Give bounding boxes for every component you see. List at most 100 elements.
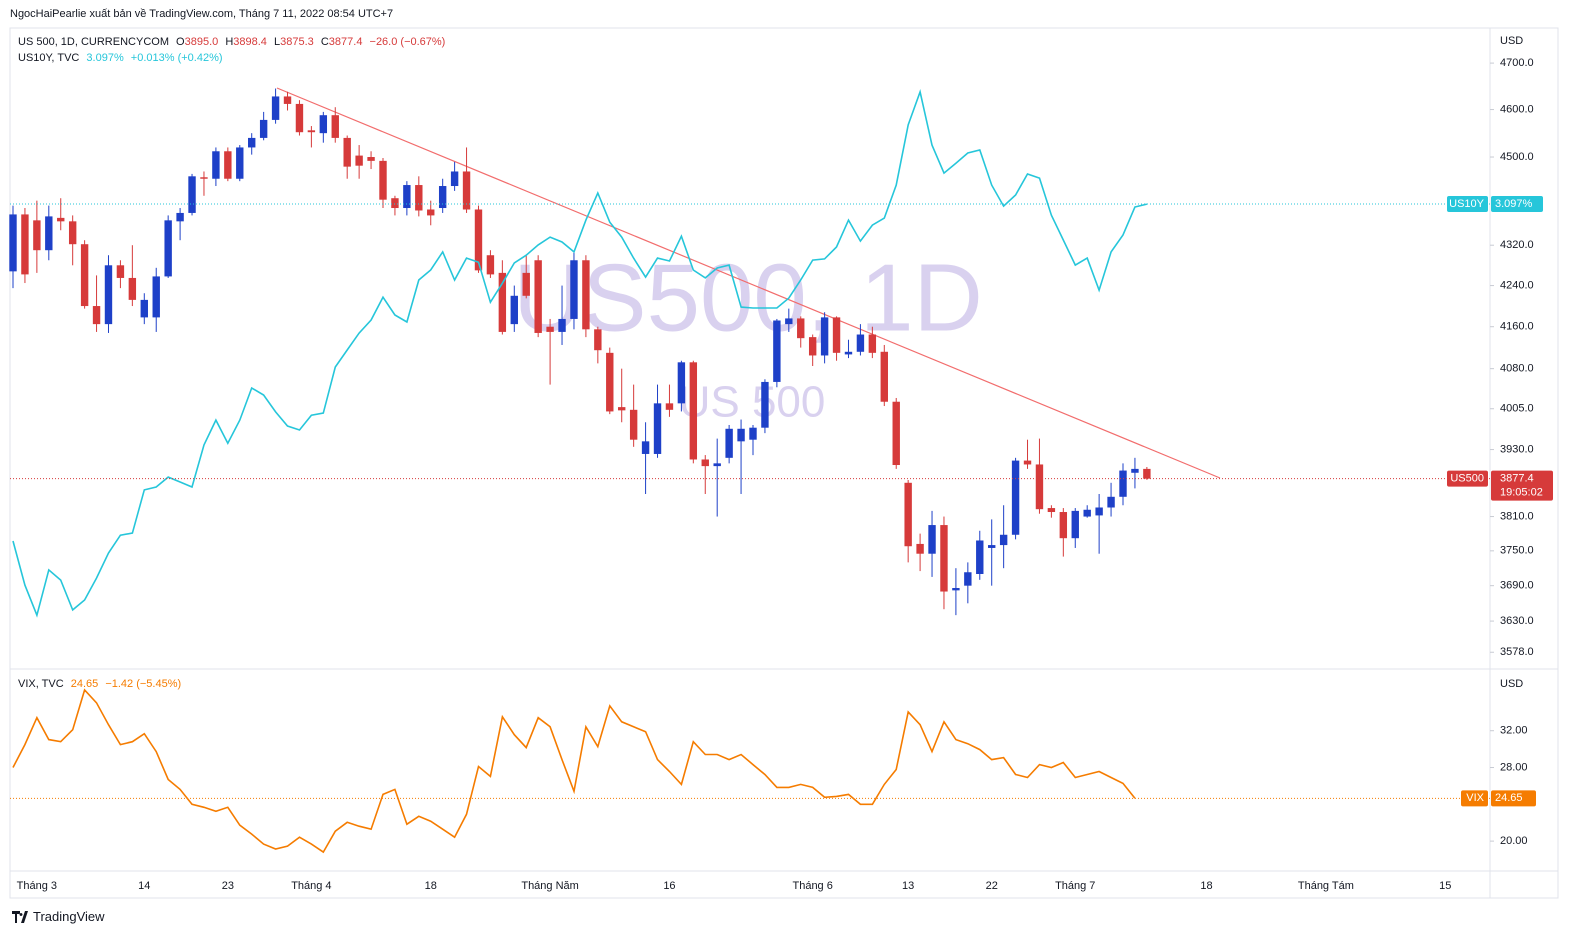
candle-body <box>916 543 924 554</box>
y-unit: USD <box>1500 678 1523 690</box>
candle-body <box>438 186 447 209</box>
vix-tag: VIX <box>1466 792 1484 804</box>
candle-body <box>928 525 936 554</box>
candle-body <box>725 428 733 458</box>
series-line <box>12 89 1148 618</box>
candle-body <box>319 115 328 134</box>
candle-body <box>295 103 304 133</box>
legend-key: O <box>176 36 185 48</box>
candle-body <box>415 185 423 211</box>
legend-value: 3.097% <box>86 52 124 64</box>
candle-body <box>797 318 805 339</box>
x-tick-label: Tháng Năm <box>521 880 578 892</box>
candle-body <box>343 137 351 167</box>
candle-body <box>1059 512 1068 539</box>
candle-body <box>689 362 698 460</box>
candle-body <box>534 260 542 333</box>
watermark-sub: US 500 <box>679 378 826 427</box>
legend-title: VIX, TVC <box>18 678 64 690</box>
frame <box>9 27 1559 899</box>
candle-body <box>1011 460 1020 535</box>
candle-body <box>892 401 900 466</box>
x-tick-label: 15 <box>1439 880 1451 892</box>
candle-body <box>606 352 614 412</box>
x-tick-label: Tháng Tám <box>1298 880 1354 892</box>
candle-body <box>331 115 339 138</box>
y-tick-label: 4160.0 <box>1500 321 1534 333</box>
brand: TradingView <box>12 909 105 924</box>
y-tick-label: 3690.0 <box>1500 580 1534 592</box>
candle-body <box>737 428 745 442</box>
brand-name: TradingView <box>33 909 105 924</box>
candle-body <box>462 171 471 210</box>
candle-body <box>21 214 29 275</box>
candle-body <box>940 525 948 592</box>
legend-value: 3877.4 <box>328 36 363 48</box>
x-tick-label: Tháng 7 <box>1055 880 1095 892</box>
candle-body <box>116 265 125 278</box>
attribution: NgocHaiPearlie xuất bản về TradingView.c… <box>10 8 394 20</box>
series-tag: US10Y <box>1449 198 1485 210</box>
candle-body <box>964 572 972 586</box>
candle-body <box>618 407 626 411</box>
y-tick-label: 4005.0 <box>1500 403 1534 415</box>
candle-body <box>33 220 41 251</box>
candle-body <box>677 362 686 404</box>
candle-body <box>1047 508 1056 513</box>
legend-value: 3898.4 <box>233 36 267 48</box>
candle-body <box>808 337 817 356</box>
legend-key: C <box>320 36 329 48</box>
candle-body <box>558 318 566 332</box>
candle-body <box>820 317 829 356</box>
vix-tag-bg <box>1461 790 1488 807</box>
y-tick-label: 3630.0 <box>1500 615 1534 627</box>
candle-body <box>510 295 518 325</box>
x-tick-label: 23 <box>222 880 234 892</box>
x-tick-label: Tháng 3 <box>17 880 57 892</box>
candle-body <box>832 317 841 353</box>
candle-body <box>176 212 184 222</box>
candle-body <box>641 441 650 454</box>
candle-body <box>68 221 77 245</box>
candle-body <box>200 177 208 179</box>
legend-change: −1.42 (−5.45%) <box>105 678 182 690</box>
candle-body <box>403 185 411 209</box>
candle-body <box>486 255 495 275</box>
candle-body <box>1071 510 1079 539</box>
legend-value: 3895.0 <box>184 36 219 48</box>
series-price-label-bg <box>1491 196 1543 213</box>
candle-body <box>976 540 984 574</box>
y-tick-label: 20.00 <box>1500 835 1528 847</box>
candle-body <box>474 209 483 271</box>
legend-main: US 500, 1D, CURRENCYCOM O3895.0 H3898.4 … <box>18 36 449 48</box>
candle-body <box>868 334 877 353</box>
candle-body <box>1095 507 1103 516</box>
candle-body <box>988 545 996 548</box>
x-tick-label: Tháng 4 <box>291 880 331 892</box>
candle-body <box>355 155 363 166</box>
y-tick-label: 3578.0 <box>1500 646 1534 658</box>
candle-body <box>128 277 137 300</box>
vix-price-label: 24.65 <box>1495 792 1523 804</box>
candle-body <box>379 160 387 200</box>
legend-key: L <box>274 36 281 48</box>
candle-body <box>594 329 602 351</box>
y-tick-label: 3930.0 <box>1500 443 1534 455</box>
y-tick-label: 3810.0 <box>1500 510 1534 522</box>
candle-body <box>224 151 232 179</box>
candle-body <box>665 403 674 410</box>
candle-body <box>140 299 148 318</box>
candle-body <box>653 403 662 454</box>
y-tick-label: 4240.0 <box>1500 279 1534 291</box>
candle-body <box>713 463 721 467</box>
candle-body <box>427 209 435 216</box>
y-tick-label: 4500.0 <box>1500 151 1534 163</box>
candle-body <box>856 334 865 352</box>
price-tag-bg <box>1447 470 1488 487</box>
price-badge-bg <box>1491 470 1553 501</box>
candle-body <box>570 260 578 319</box>
series-price-label: 3.097% <box>1495 198 1533 210</box>
x-tick-label: 18 <box>425 880 437 892</box>
